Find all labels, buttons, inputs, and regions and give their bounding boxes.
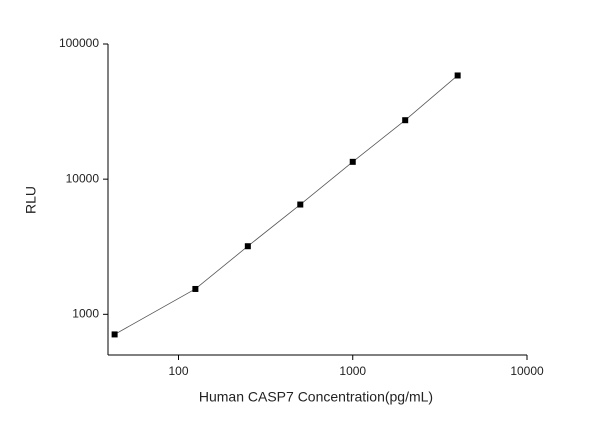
x-tick-label: 1000 [339,364,366,378]
x-tick-label: 100 [168,364,188,378]
y-tick-label: 1000 [72,306,99,320]
point [297,201,304,208]
fit-line [114,75,458,335]
y-axis-title: RLU [23,186,39,214]
x-axis-title: Human CASP7 Concentration(pg/mL) [199,389,433,405]
point [454,72,461,79]
point [402,117,409,124]
point [244,243,251,250]
x-tick-label: 10000 [510,364,544,378]
y-tick-label: 100000 [59,36,99,50]
point [349,158,356,165]
y-tick-label: 10000 [66,171,100,185]
point [192,285,199,292]
point [111,331,118,338]
